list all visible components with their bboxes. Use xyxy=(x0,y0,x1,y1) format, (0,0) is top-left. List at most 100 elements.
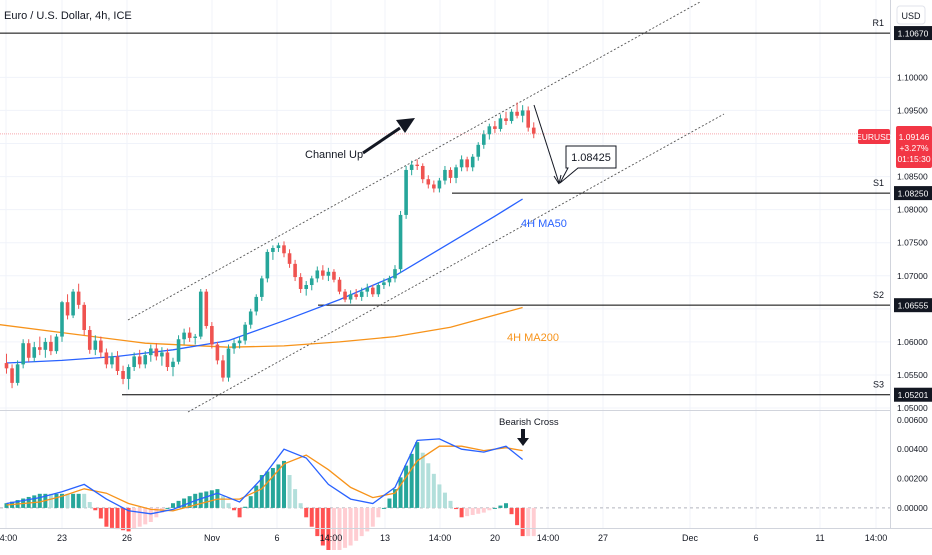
candle-body xyxy=(99,340,103,353)
time-tick-label: 14:00 xyxy=(320,533,343,543)
candle-body xyxy=(287,253,292,264)
macd-histogram-bar xyxy=(437,484,442,508)
macd-histogram-bar xyxy=(248,496,253,508)
macd-histogram-bar xyxy=(270,467,275,508)
macd-main-line xyxy=(6,438,524,515)
macd-histogram-bar xyxy=(82,493,87,508)
macd-axis: 0.00000 0.00200 0.00400 0.00600 xyxy=(897,415,928,513)
macd-histogram-bar xyxy=(526,507,531,537)
candle-body xyxy=(265,251,270,279)
candle-body xyxy=(343,291,347,300)
candle-body xyxy=(121,370,125,379)
candle-body xyxy=(348,294,353,300)
candle-body xyxy=(193,336,197,338)
candle-body xyxy=(332,271,336,280)
macd-histogram-bar xyxy=(126,507,131,532)
macd-histogram-bar xyxy=(109,507,114,528)
macd-histogram-bar xyxy=(37,493,42,508)
macd-histogram-bar xyxy=(459,507,464,518)
macd-histogram-bar xyxy=(393,489,397,508)
macd-histogram-bar xyxy=(54,493,59,508)
candle-body xyxy=(160,352,164,357)
time-tick-label: 13 xyxy=(380,533,390,543)
candle-body xyxy=(531,127,536,134)
time-tick-label: 11 xyxy=(815,533,824,543)
macd-histogram-bar xyxy=(98,507,103,519)
macd-signal-line xyxy=(6,445,523,512)
currency-label[interactable]: USD xyxy=(901,11,921,21)
candle-body xyxy=(226,348,231,378)
candle-body xyxy=(126,367,131,379)
macd-histogram-bar xyxy=(326,507,331,555)
candle-body xyxy=(15,364,20,383)
price-axis-panel[interactable] xyxy=(890,0,932,550)
macd-histogram-bar xyxy=(187,496,192,508)
macd-histogram-bar xyxy=(243,506,248,508)
macd-histogram-bar xyxy=(359,507,364,537)
candle-body xyxy=(10,368,14,383)
macd-histogram-bar xyxy=(171,503,175,508)
ma50-line xyxy=(6,198,523,364)
currency-button[interactable] xyxy=(896,5,926,25)
macd-histogram-bar xyxy=(454,507,459,510)
macd-histogram-bar xyxy=(87,502,92,508)
price-tick-label: 1.10000 xyxy=(897,72,928,82)
candle-body xyxy=(165,352,170,368)
macd-histogram-bar xyxy=(93,507,98,511)
macd-histogram-bar xyxy=(398,477,403,508)
price-tag-box xyxy=(896,126,932,168)
candle-body xyxy=(476,144,481,157)
time-axis[interactable]: 14:00 23 26 Nov 6 14:00 13 14:00 20 14:00 27 Dec 6 11… xyxy=(0,533,887,543)
candle-body xyxy=(437,180,442,189)
macd-histogram-bar xyxy=(470,507,475,515)
candle-body xyxy=(487,126,492,135)
candle-body xyxy=(26,343,31,358)
candle-body xyxy=(76,291,81,305)
price-tag-change: +3.27% xyxy=(899,143,929,153)
candle-body xyxy=(87,329,92,350)
candle-body xyxy=(426,179,431,185)
symbol-badge xyxy=(858,129,890,144)
ma50-label: 4H MA50 xyxy=(521,218,567,230)
candle-body xyxy=(309,278,314,286)
candle-body xyxy=(65,302,70,316)
macd-histogram-bar xyxy=(365,507,370,532)
time-tick-label: 6 xyxy=(753,533,758,543)
level-price-tags: 1.10670 1.08250 1.06555 1.05201 xyxy=(894,26,932,402)
level-tag-label: 1.08250 xyxy=(898,189,929,199)
target-arrow-head xyxy=(553,174,562,185)
macd-histogram-bar xyxy=(515,507,520,526)
bearish-cross-arrow xyxy=(517,429,529,446)
channel-lines xyxy=(127,1,725,413)
macd-histogram-bar xyxy=(504,503,508,508)
price-tick-label: 1.05000 xyxy=(897,403,928,413)
macd-histogram-bar xyxy=(226,503,231,508)
candle-body xyxy=(137,356,142,365)
symbol-badge-label: EURUSD xyxy=(856,132,892,142)
bearish-cross-label: Bearish Cross xyxy=(499,417,559,428)
candle-body xyxy=(4,363,9,369)
macd-histogram-bar xyxy=(132,507,137,530)
time-tick-label: Nov xyxy=(204,533,221,543)
macd-histogram-bar xyxy=(204,491,209,508)
candle-body xyxy=(387,278,392,283)
candle-body xyxy=(232,343,236,349)
macd-histogram-bar xyxy=(32,495,37,508)
target-arrow xyxy=(533,104,560,184)
macd-histogram-bar xyxy=(320,507,325,546)
level-tag-s1 xyxy=(894,186,932,201)
macd-tick-label: 0.00200 xyxy=(897,474,928,484)
macd-histogram-bar xyxy=(237,507,242,518)
candle-body xyxy=(448,169,453,178)
macd-histogram-bar xyxy=(176,500,181,508)
macd-histogram-bar xyxy=(104,507,109,527)
macd-histogram-bar xyxy=(121,507,126,531)
macd-histogram-bar xyxy=(60,493,64,508)
macd-histogram-bar xyxy=(343,507,348,548)
candle-body xyxy=(271,247,275,252)
candle-body xyxy=(382,282,386,286)
chart-title: Euro / U.S. Dollar, 4h, ICE xyxy=(4,10,132,22)
candles xyxy=(4,102,536,390)
